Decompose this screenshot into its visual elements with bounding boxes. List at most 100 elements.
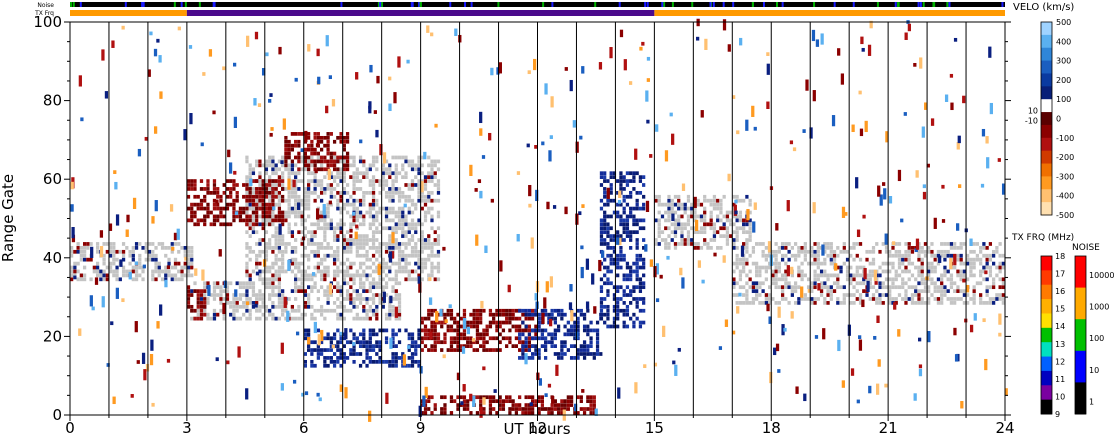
scatter-cell <box>742 222 746 227</box>
scatter-cell <box>745 281 749 286</box>
scatter-cell <box>325 35 329 47</box>
scatter-cell <box>73 275 77 280</box>
noise-scale-frame <box>1074 255 1087 415</box>
scatter-cell <box>95 242 100 246</box>
velocity-tick-label: 200 <box>1056 76 1071 85</box>
scatter-cell <box>732 222 736 227</box>
scatter-cell <box>349 308 353 313</box>
scatter-cell <box>151 249 155 254</box>
scatter-cell <box>423 316 428 321</box>
scatter-cell <box>287 147 291 152</box>
scatter-cell <box>184 256 188 261</box>
scatter-cell <box>537 348 541 352</box>
scatter-cell <box>78 75 82 87</box>
scatter-cell <box>862 277 866 282</box>
scatter-cell <box>735 246 739 250</box>
scatter-cell <box>303 151 307 156</box>
scatter-cell <box>313 316 317 321</box>
scatter-cell <box>391 340 395 345</box>
scatter-cell <box>248 316 252 321</box>
scatter-cell <box>936 249 941 254</box>
scatter-cell <box>342 139 346 144</box>
scatter-cell <box>190 308 194 313</box>
scatter-cell <box>306 328 311 333</box>
scatter-cell <box>914 285 918 290</box>
scatter-cell <box>930 293 934 297</box>
scatter-cell <box>323 356 327 360</box>
scatter-cell <box>599 230 604 235</box>
scatter-cell <box>313 132 317 136</box>
scatter-cell <box>745 297 749 301</box>
scatter-cell <box>89 242 93 246</box>
scatter-cell <box>722 226 726 231</box>
scatter-cell <box>203 301 207 305</box>
scatter-cell <box>670 202 674 207</box>
scatter-cell <box>852 277 856 282</box>
scatter-cell <box>420 198 424 203</box>
scatter-cell <box>232 308 236 313</box>
scatter-cell <box>407 363 411 368</box>
scatter-cell <box>196 202 200 207</box>
scatter-cell <box>543 340 548 345</box>
scatter-cell <box>371 187 376 191</box>
scatter-cell <box>888 277 892 282</box>
scatter-cell <box>860 36 864 45</box>
scatter-cell <box>290 257 295 262</box>
scatter-cell <box>326 246 330 250</box>
scatter-cell <box>612 304 617 309</box>
scatter-cell <box>424 386 428 399</box>
scatter-cell <box>316 261 320 266</box>
scatter-cell <box>303 206 307 211</box>
scatter-cell <box>664 242 668 246</box>
scatter-cell <box>193 202 197 207</box>
scatter-cell <box>703 198 707 203</box>
scatter-cell <box>790 246 794 250</box>
scatter-cell <box>599 175 604 180</box>
scatter-cell <box>508 328 512 333</box>
scatter-cell <box>560 344 564 348</box>
scatter-cell <box>920 261 924 266</box>
scatter-cell <box>225 293 230 297</box>
scatter-cell <box>612 210 617 215</box>
scatter-cell <box>775 223 779 231</box>
scatter-cell <box>599 285 604 290</box>
scatter-cell <box>134 273 139 278</box>
scatter-cell <box>401 190 405 195</box>
scatter-cell <box>397 206 402 211</box>
scatter-cell <box>342 179 346 183</box>
scatter-cell <box>294 77 298 82</box>
scatter-cell <box>456 407 460 411</box>
scatter-cell <box>232 179 236 183</box>
scatter-cell <box>303 253 307 258</box>
scatter-cell <box>969 297 973 301</box>
scatter-cell <box>313 265 317 270</box>
scatter-cell <box>375 246 379 250</box>
scatter-cell <box>268 202 272 207</box>
scatter-cell <box>369 64 373 73</box>
scatter-cell <box>362 171 366 176</box>
scatter-cell <box>329 336 333 341</box>
scatter-cell <box>492 316 496 321</box>
scatter-cell <box>414 340 418 345</box>
scatter-cell <box>959 273 963 278</box>
scatter-cell <box>258 253 262 258</box>
scatter-cell <box>543 336 548 341</box>
scatter-cell <box>355 242 359 246</box>
scatter-cell <box>943 242 947 246</box>
scatter-cell <box>521 328 525 333</box>
scatter-cell <box>391 312 395 317</box>
scatter-cell <box>212 293 217 297</box>
scatter-cell <box>261 226 265 231</box>
scatter-cell <box>518 403 522 407</box>
scatter-cell <box>430 167 434 172</box>
scatter-cell <box>268 238 272 242</box>
scatter-cell <box>742 293 746 297</box>
scatter-cell <box>625 273 630 278</box>
scatter-cell <box>203 187 207 191</box>
scatter-cell <box>904 242 908 246</box>
scatter-cell <box>147 257 152 262</box>
scatter-cell <box>566 407 570 411</box>
scatter-cell <box>569 399 574 404</box>
scatter-cell <box>365 167 369 172</box>
scatter-cell <box>703 230 707 235</box>
